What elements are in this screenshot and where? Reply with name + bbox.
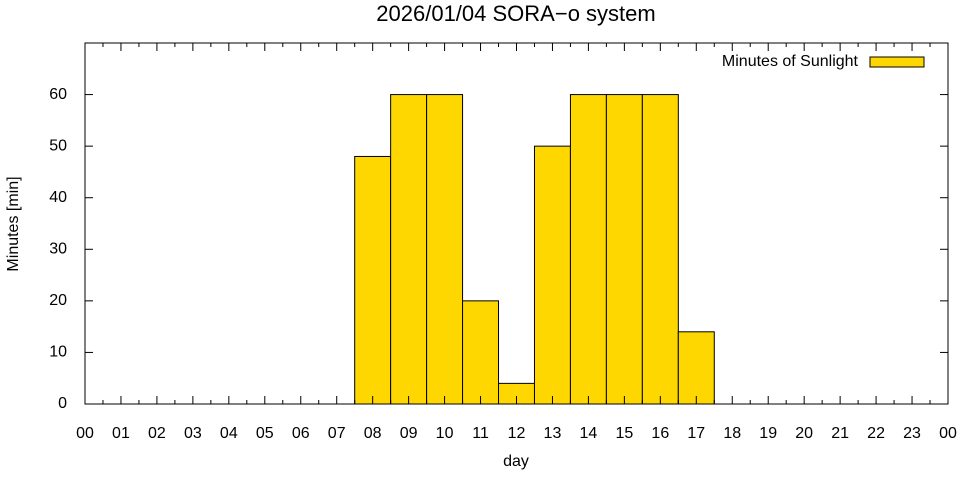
legend-label: Minutes of Sunlight <box>722 53 859 70</box>
x-tick-label: 14 <box>580 425 598 442</box>
x-tick-label: 04 <box>220 425 238 442</box>
y-tick-label: 20 <box>49 292 67 309</box>
plot-border <box>84 42 949 405</box>
bar <box>462 300 500 405</box>
y-axis-label: Minutes [min] <box>5 176 22 271</box>
x-tick-label: 16 <box>651 425 669 442</box>
x-tick-label: 00 <box>76 425 94 442</box>
legend-swatch <box>869 56 925 68</box>
bar <box>390 94 428 405</box>
x-tick-label: 11 <box>472 425 489 442</box>
bar <box>354 155 392 405</box>
y-tick-label: 0 <box>58 395 67 412</box>
y-tick-label: 10 <box>49 344 67 361</box>
chart-title: 2026/01/04 SORA−o system <box>376 1 655 26</box>
x-tick-label: 18 <box>723 425 741 442</box>
y-tick-label: 40 <box>49 189 67 206</box>
x-tick-label: 00 <box>939 425 957 442</box>
x-tick-label: 19 <box>759 425 777 442</box>
y-tick-label: 30 <box>49 241 67 258</box>
x-tick-label: 01 <box>112 425 130 442</box>
x-tick-label: 03 <box>184 425 202 442</box>
bar <box>426 94 464 405</box>
x-tick-label: 09 <box>400 425 418 442</box>
x-tick-label: 08 <box>364 425 382 442</box>
x-tick-label: 21 <box>831 425 849 442</box>
x-tick-label: 22 <box>867 425 885 442</box>
x-tick-label: 13 <box>544 425 562 442</box>
x-tick-label: 20 <box>795 425 813 442</box>
bar <box>677 331 715 405</box>
x-tick-label: 10 <box>436 425 454 442</box>
x-tick-label: 07 <box>328 425 346 442</box>
bar <box>605 94 643 405</box>
x-tick-label: 15 <box>615 425 633 442</box>
bar <box>569 94 607 405</box>
x-tick-label: 23 <box>903 425 921 442</box>
x-tick-label: 17 <box>687 425 705 442</box>
x-axis-label: day <box>503 453 529 470</box>
y-tick-label: 60 <box>49 86 67 103</box>
x-tick-label: 02 <box>148 425 166 442</box>
bar <box>533 145 571 405</box>
x-tick-label: 12 <box>508 425 526 442</box>
x-tick-label: 06 <box>292 425 310 442</box>
bar <box>641 94 679 405</box>
x-tick-label: 05 <box>256 425 274 442</box>
y-tick-label: 50 <box>49 137 67 154</box>
